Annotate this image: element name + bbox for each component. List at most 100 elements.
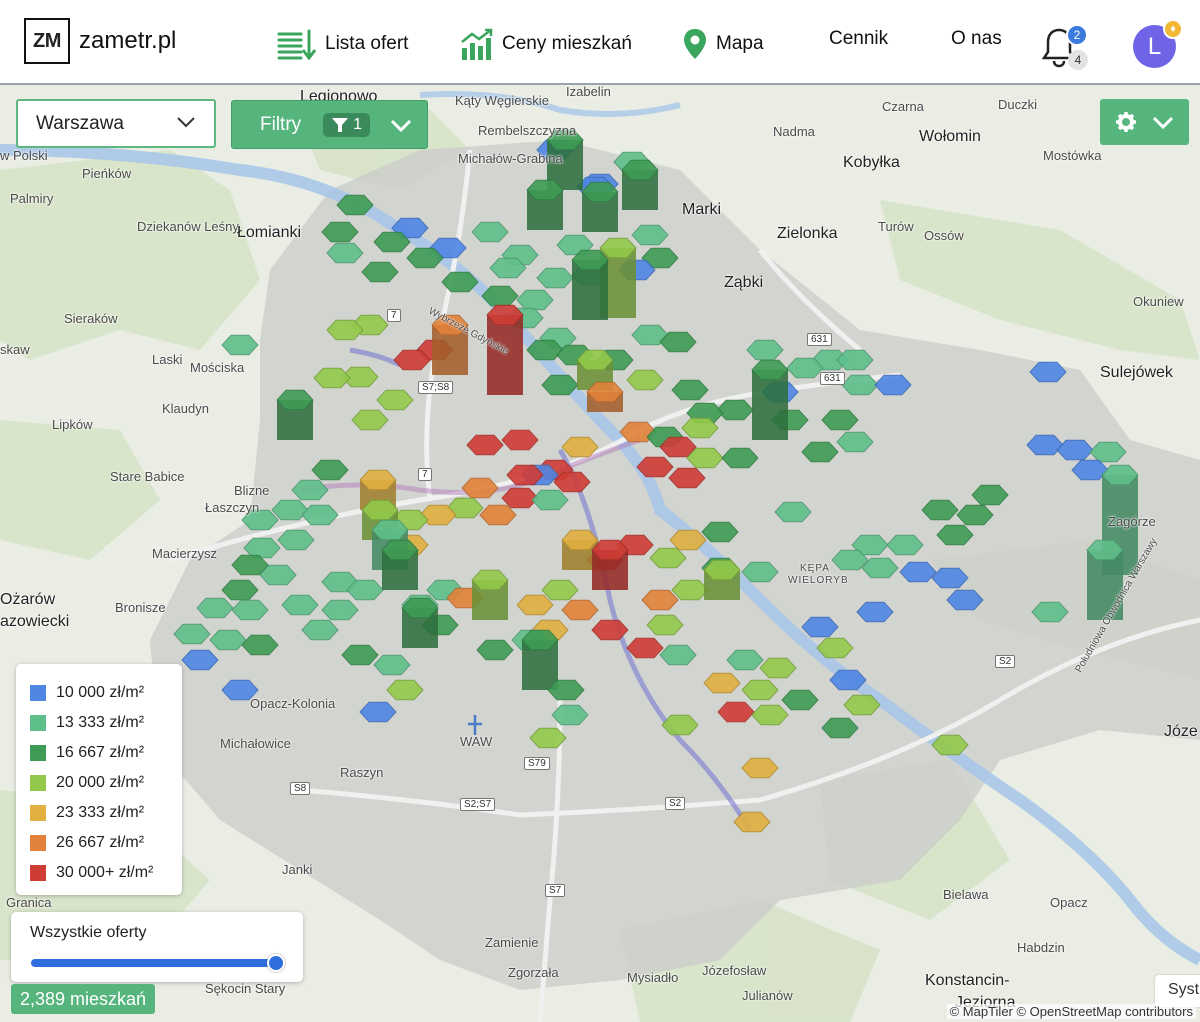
price-hex-cell[interactable]	[956, 504, 994, 526]
price-hex-cell[interactable]	[529, 727, 567, 749]
price-hex-cell[interactable]	[668, 467, 706, 489]
price-hex-cell[interactable]	[836, 431, 874, 453]
price-hex-cell[interactable]	[717, 701, 755, 723]
price-hex-cell[interactable]	[291, 479, 329, 501]
price-hex-cell[interactable]	[561, 529, 599, 551]
price-hex-cell[interactable]	[831, 549, 869, 571]
price-hex-cell[interactable]	[1089, 441, 1127, 463]
price-hex-cell[interactable]	[741, 757, 779, 779]
price-hex-cell[interactable]	[393, 349, 431, 371]
price-hex-cell[interactable]	[581, 181, 619, 203]
price-hex-cell[interactable]	[641, 247, 679, 269]
price-hex-cell[interactable]	[243, 537, 281, 559]
price-hex-cell[interactable]	[801, 616, 839, 638]
price-hex-cell[interactable]	[381, 539, 419, 561]
price-hex-cell[interactable]	[346, 579, 384, 601]
price-hex-cell[interactable]	[406, 247, 444, 269]
price-hex-cell[interactable]	[759, 657, 797, 679]
price-hex-cell[interactable]	[373, 231, 411, 253]
price-hex-cell[interactable]	[173, 623, 211, 645]
price-hex-cell[interactable]	[359, 701, 397, 723]
price-hex-cell[interactable]	[856, 601, 894, 623]
price-hex-cell[interactable]	[851, 534, 889, 556]
price-hex-cell[interactable]	[221, 334, 259, 356]
price-hex-cell[interactable]	[686, 447, 724, 469]
price-hex-cell[interactable]	[506, 464, 544, 486]
price-hex-cell[interactable]	[886, 534, 924, 556]
price-hex-cell[interactable]	[541, 374, 579, 396]
price-hex-cell[interactable]	[703, 672, 741, 694]
price-hex-cell[interactable]	[259, 564, 297, 586]
price-hex-cell[interactable]	[649, 547, 687, 569]
price-hex-cell[interactable]	[326, 319, 364, 341]
price-hex-cell[interactable]	[181, 649, 219, 671]
price-hex-cell[interactable]	[821, 409, 859, 431]
price-hex-cell[interactable]	[781, 689, 819, 711]
price-hex-cell[interactable]	[801, 441, 839, 463]
price-hex-cell[interactable]	[621, 159, 659, 181]
price-hex-cell[interactable]	[281, 594, 319, 616]
price-hex-cell[interactable]	[646, 614, 684, 636]
price-hex-cell[interactable]	[843, 694, 881, 716]
price-hex-cell[interactable]	[321, 221, 359, 243]
price-hex-cell[interactable]	[471, 221, 509, 243]
price-hex-cell[interactable]	[659, 331, 697, 353]
price-hex-cell[interactable]	[466, 434, 504, 456]
price-hex-cell[interactable]	[681, 417, 719, 439]
price-hex-cell[interactable]	[361, 261, 399, 283]
price-hex-cell[interactable]	[591, 619, 629, 641]
price-hex-cell[interactable]	[726, 649, 764, 671]
filters-button[interactable]: Filtry 1	[231, 100, 428, 149]
price-hex-cell[interactable]	[301, 619, 339, 641]
price-hex-cell[interactable]	[701, 521, 739, 543]
price-hex-cell[interactable]	[531, 489, 569, 511]
price-hex-cell[interactable]	[231, 599, 269, 621]
price-hex-cell[interactable]	[931, 567, 969, 589]
price-hex-cell[interactable]	[526, 179, 564, 201]
price-hex-cell[interactable]	[386, 679, 424, 701]
price-hex-cell[interactable]	[703, 559, 741, 581]
price-hex-cell[interactable]	[311, 459, 349, 481]
range-slider-track[interactable]	[31, 959, 276, 967]
price-hex-cell[interactable]	[276, 389, 314, 411]
range-slider-thumb[interactable]	[267, 954, 285, 972]
price-hex-cell[interactable]	[361, 499, 399, 521]
price-hex-cell[interactable]	[671, 379, 709, 401]
price-hex-cell[interactable]	[401, 597, 439, 619]
price-hex-cell[interactable]	[231, 554, 269, 576]
price-hex-cell[interactable]	[1086, 539, 1124, 561]
price-hex-cell[interactable]	[241, 634, 279, 656]
price-hex-cell[interactable]	[836, 349, 874, 371]
price-hex-cell[interactable]	[1101, 464, 1139, 486]
price-hex-cell[interactable]	[821, 717, 859, 739]
price-hex-cell[interactable]	[336, 194, 374, 216]
price-hex-cell[interactable]	[641, 589, 679, 611]
price-hex-cell[interactable]	[659, 644, 697, 666]
price-hex-cell[interactable]	[326, 242, 364, 264]
price-hex-cell[interactable]	[636, 456, 674, 478]
price-hex-cell[interactable]	[541, 579, 579, 601]
price-hex-cell[interactable]	[479, 504, 517, 526]
city-select[interactable]: Warszawa	[16, 99, 216, 148]
price-hex-cell[interactable]	[376, 389, 414, 411]
price-hex-cell[interactable]	[241, 509, 279, 531]
nav-o-nas[interactable]: O nas	[951, 28, 1002, 50]
price-hex-cell[interactable]	[277, 529, 315, 551]
price-hex-cell[interactable]	[746, 339, 784, 361]
price-hex-cell[interactable]	[561, 436, 599, 458]
price-hex-cell[interactable]	[521, 629, 559, 651]
price-hex-cell[interactable]	[669, 529, 707, 551]
price-hex-cell[interactable]	[626, 637, 664, 659]
nav-mapa[interactable]: Mapa	[682, 28, 764, 60]
price-hex-cell[interactable]	[486, 304, 524, 326]
notifications-bell-icon[interactable]	[1041, 26, 1077, 73]
price-hex-cell[interactable]	[741, 561, 779, 583]
price-hex-cell[interactable]	[561, 599, 599, 621]
price-hex-cell[interactable]	[591, 539, 629, 561]
price-hex-cell[interactable]	[816, 637, 854, 659]
price-hex-cell[interactable]	[751, 704, 789, 726]
nav-ceny-mieszkan[interactable]: Ceny mieszkań	[460, 28, 632, 60]
price-hex-cell[interactable]	[313, 367, 351, 389]
price-hex-cell[interactable]	[899, 561, 937, 583]
price-hex-cell[interactable]	[786, 357, 824, 379]
